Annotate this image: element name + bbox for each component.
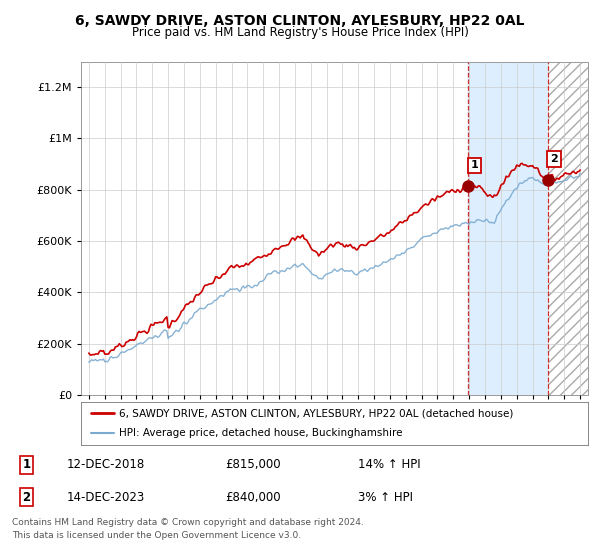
Text: 12-DEC-2018: 12-DEC-2018 bbox=[67, 458, 145, 471]
Text: 14% ↑ HPI: 14% ↑ HPI bbox=[358, 458, 420, 471]
Text: 6, SAWDY DRIVE, ASTON CLINTON, AYLESBURY, HP22 0AL: 6, SAWDY DRIVE, ASTON CLINTON, AYLESBURY… bbox=[75, 14, 525, 28]
Text: 2: 2 bbox=[22, 491, 31, 504]
Text: Contains HM Land Registry data © Crown copyright and database right 2024.
This d: Contains HM Land Registry data © Crown c… bbox=[12, 518, 364, 539]
Text: 3% ↑ HPI: 3% ↑ HPI bbox=[358, 491, 413, 504]
Bar bbox=[548, 62, 588, 395]
Text: 2: 2 bbox=[550, 154, 558, 164]
Text: 1: 1 bbox=[470, 160, 478, 170]
Bar bbox=[468, 62, 548, 395]
Text: Price paid vs. HM Land Registry's House Price Index (HPI): Price paid vs. HM Land Registry's House … bbox=[131, 26, 469, 39]
Text: 6, SAWDY DRIVE, ASTON CLINTON, AYLESBURY, HP22 0AL (detached house): 6, SAWDY DRIVE, ASTON CLINTON, AYLESBURY… bbox=[119, 408, 514, 418]
Bar bbox=[548, 62, 588, 395]
Text: 1: 1 bbox=[22, 458, 31, 471]
Text: 14-DEC-2023: 14-DEC-2023 bbox=[67, 491, 145, 504]
Text: HPI: Average price, detached house, Buckinghamshire: HPI: Average price, detached house, Buck… bbox=[119, 428, 403, 438]
Text: £840,000: £840,000 bbox=[225, 491, 281, 504]
Text: £815,000: £815,000 bbox=[225, 458, 281, 471]
